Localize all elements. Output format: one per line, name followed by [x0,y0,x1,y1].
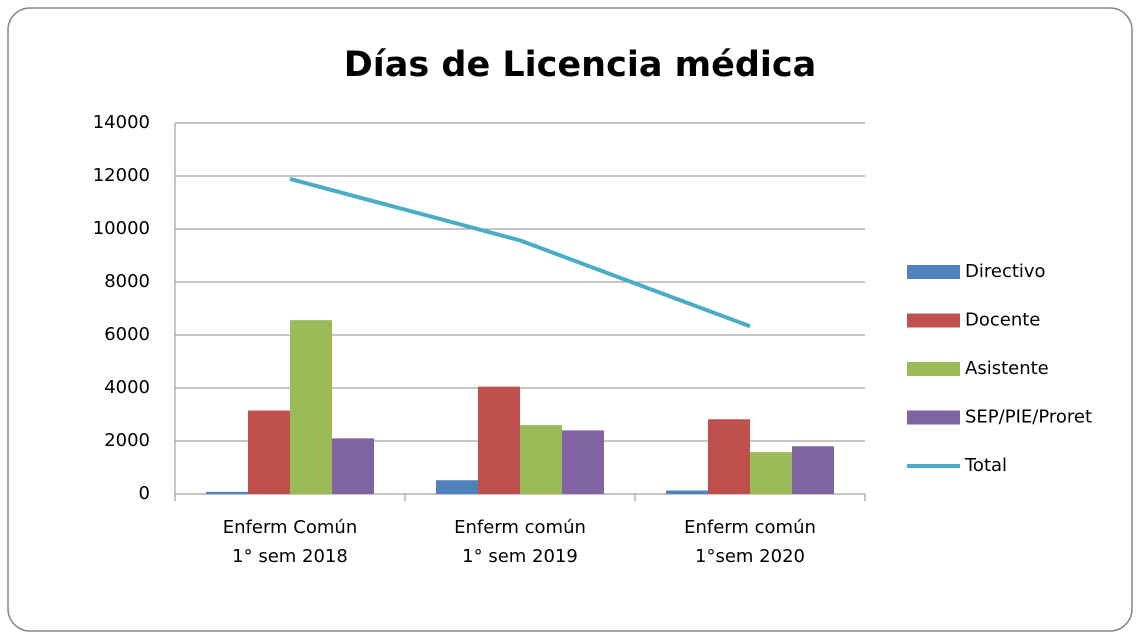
chart-title: Días de Licencia médica [344,45,817,85]
bar [332,438,374,494]
y-tick-label: 12000 [93,165,150,186]
legend-label: Asistente [965,358,1049,379]
bar [666,490,708,494]
x-tick-label: Enferm común 1°sem 2020 [684,517,816,567]
bar [708,419,750,494]
total-line [289,176,751,329]
legend-label: Total [964,455,1007,476]
legend-label: Docente [965,310,1040,331]
y-tick-label: 6000 [104,324,150,345]
x-tick-label: Enferm común 1° sem 2019 [454,517,586,567]
legend-label: SEP/PIE/Proret [965,407,1092,428]
bar [750,452,792,494]
bar [436,480,478,494]
bar [290,320,332,494]
bar [520,425,562,494]
y-tick-label: 2000 [104,430,150,451]
y-tick-label: 4000 [104,377,150,398]
legend-swatch [907,265,960,279]
bar [562,430,604,494]
y-tick-label: 0 [139,483,150,504]
legend-swatch [907,410,960,425]
bar [206,491,248,494]
bar [248,410,290,494]
legend-swatch [907,362,960,376]
y-tick-label: 10000 [93,218,150,239]
bar [792,446,834,494]
bar [478,386,520,494]
x-tick-label: Enferm Común 1° sem 2018 [223,517,357,567]
y-tick-label: 8000 [104,271,150,292]
y-tick-label: 14000 [93,112,150,133]
legend-swatch [907,313,960,328]
legend-label: Directivo [965,261,1046,282]
